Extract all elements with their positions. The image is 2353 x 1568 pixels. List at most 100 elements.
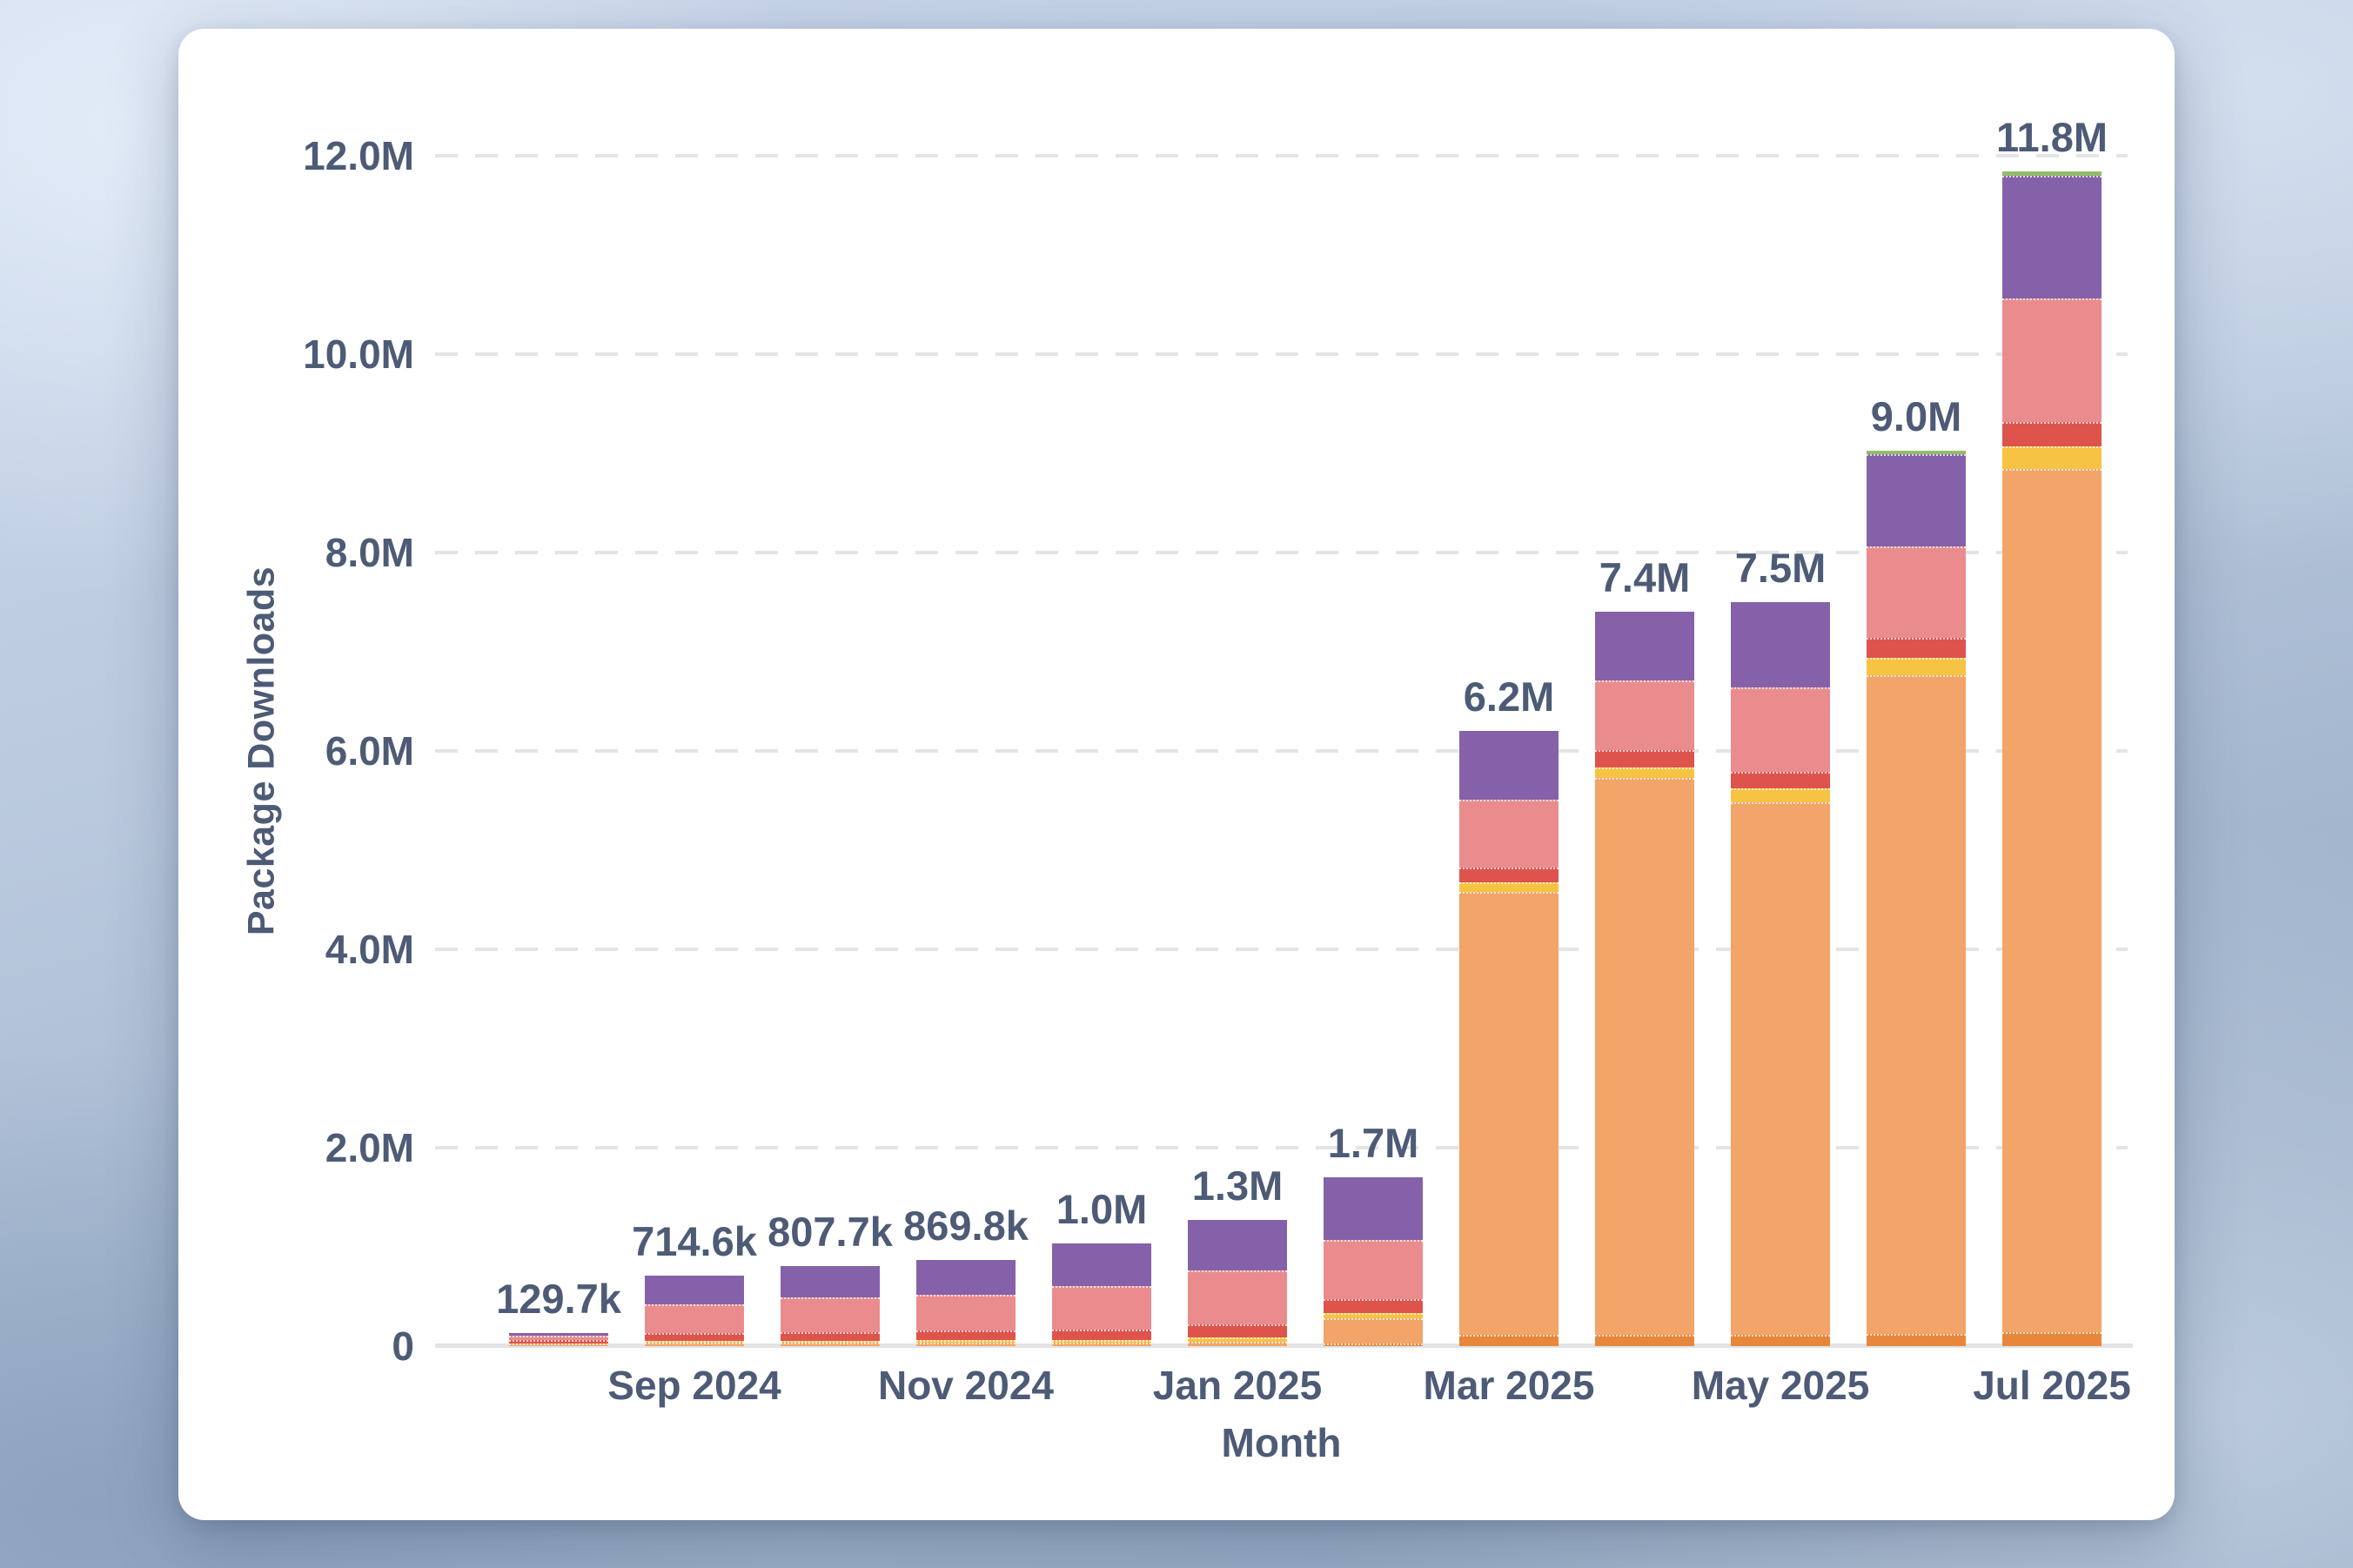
segment-red[interactable] — [1324, 1298, 1423, 1313]
segment-red[interactable] — [1595, 750, 1694, 768]
segment-yellow[interactable] — [916, 1340, 1016, 1343]
segment-orange[interactable] — [1188, 1341, 1287, 1347]
bar-sep-2024[interactable]: 714.6k Sep 2024 — [607, 1221, 781, 1406]
segment-purple[interactable] — [1459, 731, 1559, 800]
segment-red[interactable] — [1867, 638, 1966, 658]
bar-value-label: 1.3M — [1191, 1163, 1284, 1210]
segment-pink[interactable] — [1731, 687, 1830, 772]
segment-pink[interactable] — [1867, 546, 1966, 639]
segment-yellow[interactable] — [1188, 1337, 1287, 1342]
segment-pink[interactable] — [1459, 799, 1559, 868]
segment-red[interactable] — [1052, 1329, 1151, 1340]
bar-value-label: 7.4M — [1599, 554, 1691, 601]
bar-value-label: 11.8M — [1995, 114, 2108, 161]
bar-feb-2025[interactable]: 1.7M — [1324, 1122, 1423, 1347]
segment-green[interactable] — [1867, 450, 1966, 455]
segment-orange[interactable] — [1595, 778, 1694, 1335]
x-tick-label: Nov 2024 — [877, 1363, 1055, 1408]
bar-nov-2024[interactable]: 869.8k Nov 2024 — [878, 1205, 1054, 1405]
bar-may-2025[interactable]: 7.5M May 2025 — [1692, 547, 1870, 1405]
segment-pink[interactable] — [1324, 1239, 1423, 1299]
segment-purple[interactable] — [1731, 602, 1830, 688]
segment-yellow[interactable] — [1595, 767, 1694, 779]
segment-red[interactable] — [916, 1330, 1016, 1341]
segment-purple[interactable] — [1324, 1177, 1423, 1240]
segment-orange[interactable] — [1459, 891, 1559, 1335]
bar-mar-2025[interactable]: 6.2M Mar 2025 — [1424, 676, 1595, 1405]
bar-jan-2025[interactable]: 1.3M Jan 2025 — [1153, 1165, 1322, 1405]
bars: 129.7k 714.6k Sep 2024 807.7k 869.8k Nov 2024… — [435, 117, 2131, 1406]
segment-pink[interactable] — [1052, 1285, 1151, 1330]
x-tick-label: Jul 2025 — [1973, 1363, 2131, 1408]
y-tick-label: 12.0M — [303, 133, 414, 178]
segment-orange[interactable] — [1052, 1342, 1151, 1346]
segment-purple[interactable] — [1867, 454, 1966, 546]
bar-value-label: 129.7k — [496, 1276, 621, 1323]
segment-orange[interactable] — [916, 1342, 1016, 1347]
segment-yellow[interactable] — [781, 1340, 880, 1344]
segment-yellow[interactable] — [1324, 1312, 1423, 1318]
segment-pink[interactable] — [916, 1295, 1016, 1330]
bar-value-label: 714.6k — [632, 1217, 757, 1264]
segment-purple[interactable] — [1188, 1220, 1287, 1271]
segment-red[interactable] — [1459, 868, 1559, 882]
segment-deep-orange[interactable] — [1595, 1334, 1694, 1347]
segment-purple[interactable] — [1052, 1243, 1151, 1286]
segment-pink[interactable] — [781, 1297, 880, 1332]
segment-green[interactable] — [2002, 171, 2102, 176]
bar-apr-2025[interactable]: 7.4M — [1595, 557, 1694, 1347]
segment-deep-orange[interactable] — [1867, 1333, 1966, 1346]
segment-deep-orange[interactable] — [1324, 1343, 1423, 1347]
segment-yellow[interactable] — [2002, 446, 2102, 469]
segment-deep-orange[interactable] — [1459, 1334, 1559, 1346]
segment-orange[interactable] — [1867, 674, 1966, 1334]
segment-purple[interactable] — [2002, 175, 2102, 298]
segment-red[interactable] — [1731, 771, 1830, 788]
plot-area: 0 2.0M 4.0M 6.0M 8.0M 10.0M 12.0M 129.7k 714.6k… — [303, 117, 2133, 1406]
bar-oct-2024[interactable]: 807.7k — [768, 1211, 893, 1346]
segment-yellow[interactable] — [1052, 1339, 1151, 1343]
segment-orange[interactable] — [1324, 1317, 1423, 1344]
segment-red[interactable] — [2002, 421, 2102, 446]
segment-yellow[interactable] — [1731, 787, 1830, 803]
segment-purple[interactable] — [1595, 612, 1694, 681]
segment-deep-orange[interactable] — [2002, 1332, 2102, 1347]
segment-yellow[interactable] — [645, 1340, 744, 1344]
segment-purple[interactable] — [645, 1275, 744, 1304]
y-tick-label: 8.0M — [325, 530, 414, 575]
gridline-8.0M — [435, 551, 2128, 555]
segment-pink[interactable] — [1595, 680, 1694, 750]
bar-jun-2025[interactable]: 9.0M — [1867, 396, 1966, 1346]
bar-value-label: 6.2M — [1463, 673, 1555, 720]
segment-pink[interactable] — [2002, 298, 2102, 422]
segment-purple[interactable] — [509, 1333, 608, 1336]
segment-pink[interactable] — [509, 1335, 608, 1340]
y-tick-label: 10.0M — [303, 332, 414, 377]
bar-dec-2024[interactable]: 1.0M — [1052, 1189, 1151, 1346]
bar-jul-2025[interactable]: 11.8M Jul 2025 — [1973, 117, 2131, 1405]
segment-orange[interactable] — [781, 1343, 880, 1346]
segment-red[interactable] — [1188, 1323, 1287, 1337]
segment-orange[interactable] — [2002, 468, 2102, 1333]
bar-value-label: 9.0M — [1870, 392, 1962, 439]
segment-purple[interactable] — [781, 1265, 880, 1298]
segment-purple[interactable] — [916, 1259, 1016, 1296]
segment-red[interactable] — [781, 1331, 880, 1341]
segment-pink[interactable] — [645, 1303, 744, 1333]
y-tick-label: 4.0M — [325, 927, 414, 972]
segment-orange[interactable] — [509, 1344, 608, 1346]
x-axis-title: Month — [1221, 1420, 1342, 1465]
segment-red[interactable] — [509, 1339, 608, 1344]
segment-orange[interactable] — [645, 1343, 744, 1347]
segment-yellow[interactable] — [1867, 657, 1966, 675]
segment-pink[interactable] — [1188, 1270, 1287, 1324]
y-tick-label: 0 — [392, 1323, 414, 1369]
segment-yellow[interactable] — [1459, 881, 1559, 892]
segment-orange[interactable] — [1731, 802, 1830, 1335]
segment-red[interactable] — [645, 1332, 744, 1341]
bar-aug-2024[interactable]: 129.7k — [496, 1278, 621, 1346]
bar-value-label: 1.0M — [1056, 1186, 1148, 1233]
segment-deep-orange[interactable] — [1731, 1334, 1830, 1346]
bar-value-label: 869.8k — [903, 1202, 1029, 1249]
chart-card: Package Downloads 0 2.0M 4.0M 6.0M 8.0M 10.0M… — [178, 29, 2175, 1520]
